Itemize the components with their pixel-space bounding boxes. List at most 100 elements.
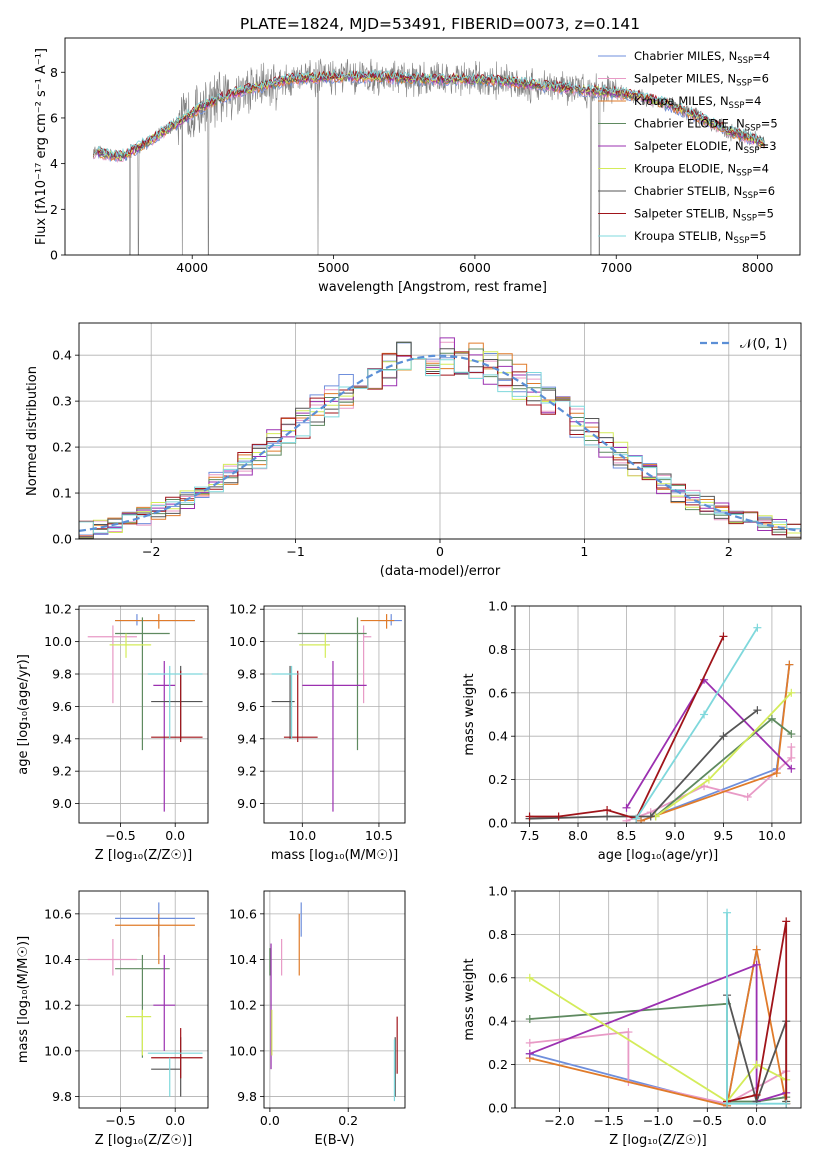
y-axis-label: mass weight (462, 673, 477, 755)
plus-marker (622, 803, 631, 812)
plus-marker (787, 688, 796, 697)
panel-residuals: −2 −1 0 1 2 0.0 0.1 0.2 0.3 0.4 (data-model)/error… (25, 322, 802, 579)
x-tick-label: 0.0 (260, 1113, 280, 1128)
y-tick-label: 9.0 (237, 796, 257, 811)
plot-area (525, 623, 796, 823)
y-tick-label: 9.0 (52, 796, 72, 811)
legend-label: Kroupa ELODIE, N (634, 162, 736, 176)
x-tick-label: 8.0 (568, 828, 588, 843)
y-tick-label: 6 (50, 110, 58, 125)
panel-spectrum: 4000 5000 6000 7000 8000 0 2 4 6 8 wavelength [Ang… (34, 37, 801, 295)
x-axis-label: Z [log₁₀(Z/Z☉)] (95, 848, 192, 863)
plus-marker (525, 1038, 534, 1047)
plus-marker (554, 812, 563, 821)
legend-entry-kroupa-miles: Kroupa MILES, NSSP=4 (634, 94, 761, 111)
x-axis-label: Z [log₁₀(Z/Z☉)] (609, 1133, 706, 1148)
y-tick-label: 0 (50, 248, 58, 263)
x-axis-label: E(B-V) (314, 1133, 354, 1148)
plus-marker (723, 908, 732, 917)
errorbar-kroupa-miles (115, 913, 195, 965)
errorbar-chabrier-stelib (151, 665, 203, 739)
plus-marker (785, 660, 794, 669)
axes-frame (64, 37, 801, 256)
weight-line-chabrier-miles (529, 949, 758, 1107)
x-tick-label: 0 (436, 544, 444, 559)
errorbar-salpeter-elodie (153, 661, 176, 812)
y-axis-label: age [log₁₀(age/yr)] (16, 654, 31, 775)
axes-overlay: 10.0 10.5 9.0 9.2 9.4 9.6 9.8 10.0 10.2 mass [log… (229, 602, 406, 863)
weight-line-salpeter-elodie (529, 963, 787, 1103)
errorbar-kroupa-stelib (147, 665, 203, 739)
errorbar-kroupa-elodie (299, 633, 330, 658)
legend-n: =4 (753, 49, 770, 63)
plus-marker (525, 1015, 534, 1024)
plus-marker (787, 753, 796, 762)
legend-sub: SSP (745, 124, 761, 134)
plus-marker (752, 960, 761, 969)
model-spectrum-kroupa-stelib (93, 69, 766, 158)
y-tick-label: 10.2 (229, 602, 257, 617)
y-tick-label: 0.6 (488, 970, 508, 985)
y-tick-label: 0.2 (488, 772, 508, 787)
errorbar-kroupa-elodie (109, 633, 152, 658)
legend-n: =5 (757, 207, 774, 221)
errorbar-kroupa-miles (115, 614, 195, 629)
y-tick-label: 10.4 (229, 952, 257, 967)
errorbar-chabrier-elodie (115, 617, 170, 751)
plus-marker (624, 1028, 633, 1037)
legend-label: Salpeter ELODIE, N (634, 139, 744, 153)
legend-n: =5 (749, 229, 766, 243)
plus-marker (753, 623, 762, 632)
plot-area (271, 614, 402, 812)
errorbar-kroupa-elodie (126, 1009, 152, 1056)
x-axis-label: (data-model)/error (380, 564, 501, 579)
errorbar-kroupa-miles (360, 614, 395, 629)
y-tick-label: 10.6 (229, 906, 257, 921)
plus-marker (525, 1049, 534, 1058)
y-tick-label: 10.0 (44, 634, 72, 649)
plot-area (269, 902, 398, 1102)
legend-label: Chabrier ELODIE, N (634, 117, 745, 131)
plus-marker (782, 917, 791, 926)
axes-overlay: −0.5 0.0 9.8 10.0 10.2 10.4 10.6 Z [log₁₀(Z/Z☉)… (16, 890, 209, 1148)
y-tick-label: 9.8 (52, 1089, 72, 1104)
normal-distribution-curve (79, 354, 801, 532)
x-tick-label: 8000 (742, 260, 774, 275)
panel-age_vs_mass: 10.0 10.5 9.0 9.2 9.4 9.6 9.8 10.0 10.2 mass [log… (229, 602, 406, 863)
plus-marker (752, 1060, 761, 1069)
x-tick-label: 5000 (318, 260, 350, 275)
y-tick-label: 10.4 (44, 952, 72, 967)
y-tick-label: 10.0 (44, 1043, 72, 1058)
plus-marker (646, 812, 655, 821)
plus-marker (700, 710, 709, 719)
x-tick-label: −2.0 (544, 1113, 574, 1128)
legend-sub: SSP (737, 56, 753, 66)
legend-label: Kroupa MILES, N (634, 94, 729, 108)
errorbar-kroupa-stelib (147, 1052, 203, 1097)
x-axis-label: mass [log₁₀(M/M☉)] (271, 848, 398, 863)
plus-marker (525, 973, 534, 982)
legend-entry-normal: 𝒩(0, 1) (740, 337, 787, 352)
plus-marker (723, 1099, 732, 1108)
y-tick-label: 0.4 (488, 1014, 508, 1029)
axes-overlay: 4000 5000 6000 7000 8000 0 2 4 6 8 wavelength [Ang… (34, 37, 801, 295)
y-tick-label: 0.0 (52, 532, 72, 547)
y-tick-label: 9.8 (237, 667, 257, 682)
x-tick-label: 10.0 (758, 828, 786, 843)
legend-entry-salpeter-miles: Salpeter MILES, NSSP=6 (634, 72, 769, 89)
plus-marker (787, 730, 796, 739)
residual-histogram-kroupa-stelib (79, 357, 801, 539)
x-tick-label: 1 (580, 544, 588, 559)
x-axis-label: age [log₁₀(age/yr)] (598, 848, 719, 863)
plus-marker (743, 792, 752, 801)
panel-age_vs_Z: −0.5 0.0 9.0 9.2 9.4 9.6 9.8 10.0 10.2 Z [log₁₀(Z… (16, 602, 209, 863)
panel-mass_vs_EBV: 0.0 0.2 9.8 10.0 10.2 10.4 10.6 E(B-V) (229, 890, 406, 1148)
axes-frame (514, 605, 802, 824)
errorbar-chabrier-miles (115, 902, 195, 937)
axes-frame (263, 605, 406, 824)
y-tick-label: 9.8 (52, 667, 72, 682)
errorbar-chabrier-stelib (151, 1037, 182, 1097)
x-tick-label: 6000 (459, 260, 491, 275)
plus-marker (637, 816, 646, 823)
